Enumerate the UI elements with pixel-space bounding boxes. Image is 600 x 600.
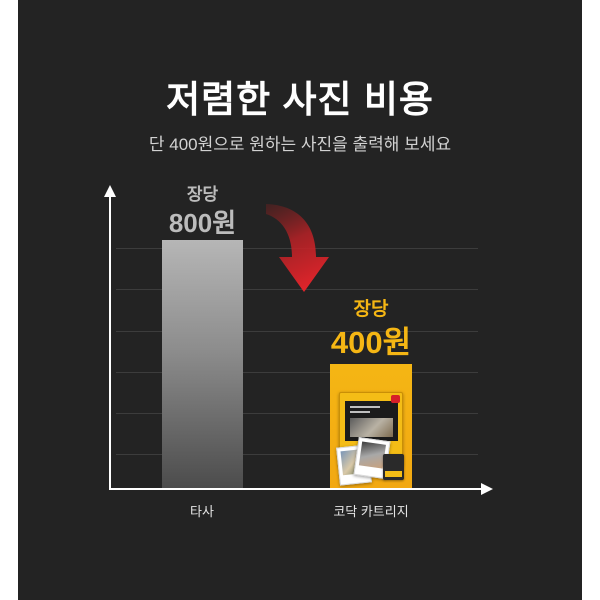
data-label-value: 800원 — [168, 208, 237, 238]
data-label-others: 장당 800원 — [142, 183, 263, 239]
gridline — [116, 413, 478, 414]
bar-kodak-cartridge — [330, 364, 412, 488]
gridline — [116, 331, 478, 332]
product-image — [335, 392, 407, 486]
data-label-prefix: 장당 — [353, 299, 389, 320]
dark-panel — [18, 0, 582, 600]
x-tick-label-others: 타사 — [190, 504, 214, 519]
x-axis — [109, 488, 483, 490]
x-axis-arrow-icon — [481, 483, 493, 495]
product-box-front — [345, 401, 398, 441]
x-tick-label-kodak: 코닥 카트리지 — [333, 504, 409, 519]
y-axis — [109, 195, 111, 490]
y-axis-arrow-icon — [104, 185, 116, 197]
bar-others — [162, 240, 243, 488]
data-label-value: 400원 — [330, 325, 412, 360]
product-box-print — [350, 406, 380, 408]
product-box-print — [350, 411, 370, 413]
chart-title: 저렴한 사진 비용 — [166, 79, 434, 120]
data-label-prefix: 장당 — [186, 185, 219, 204]
gridline — [116, 454, 478, 455]
chart-subtitle: 단 400원으로 원하는 사진을 출력해 보세요 — [148, 135, 452, 154]
product-photo-window — [350, 418, 393, 437]
product-box — [339, 392, 403, 466]
kodak-logo-icon — [391, 395, 400, 403]
data-label-kodak: 장당 400원 — [310, 297, 432, 363]
gridline — [116, 372, 478, 373]
cartridge-icon — [383, 454, 404, 480]
